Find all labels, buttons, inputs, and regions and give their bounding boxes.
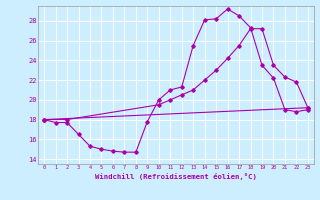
X-axis label: Windchill (Refroidissement éolien,°C): Windchill (Refroidissement éolien,°C) (95, 173, 257, 180)
